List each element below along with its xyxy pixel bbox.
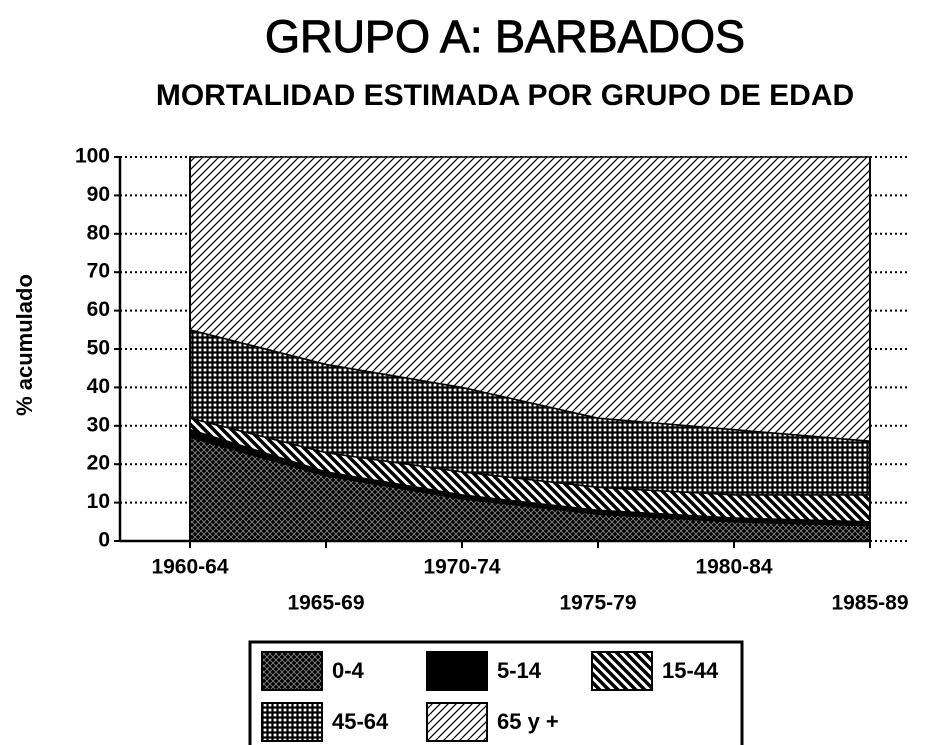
y-tick-label: 60 <box>87 298 110 321</box>
x-tick-label: 1985-89 <box>831 592 908 615</box>
x-tick-label: 1975-79 <box>559 592 636 615</box>
legend-swatch <box>261 702 323 742</box>
y-tick-label: 50 <box>87 337 110 360</box>
legend <box>248 640 744 745</box>
legend-swatch <box>591 651 653 691</box>
x-tick-label: 1960-64 <box>151 556 228 579</box>
x-tick-label: 1965-69 <box>287 592 364 615</box>
y-tick-label: 70 <box>87 260 110 283</box>
y-tick-label: 90 <box>87 183 110 206</box>
y-axis-label: % acumulado <box>12 274 37 416</box>
legend-swatch <box>426 702 488 742</box>
legend-label: 15-44 <box>662 658 719 683</box>
y-tick-label: 10 <box>87 490 110 513</box>
legend-label: 45-64 <box>332 709 389 734</box>
chart-subtitle: MORTALIDAD ESTIMADA POR GRUPO DE EDAD <box>156 79 854 112</box>
x-tick-label: 1980-84 <box>695 556 772 579</box>
y-tick-label: 40 <box>87 375 110 398</box>
legend-label: 65 y + <box>497 709 559 734</box>
legend-label: 5-14 <box>497 658 542 683</box>
y-tick-label: 0 <box>98 529 110 552</box>
y-tick-label: 100 <box>75 145 110 168</box>
chart-title: GRUPO A: BARBADOS <box>265 11 745 62</box>
x-tick-label: 1970-74 <box>423 556 500 579</box>
y-tick-label: 20 <box>87 452 110 475</box>
y-tick-label: 80 <box>87 221 110 244</box>
legend-label: 0-4 <box>332 658 365 683</box>
legend-swatch <box>426 651 488 691</box>
legend-swatch <box>261 651 323 691</box>
y-tick-label: 30 <box>87 413 110 436</box>
